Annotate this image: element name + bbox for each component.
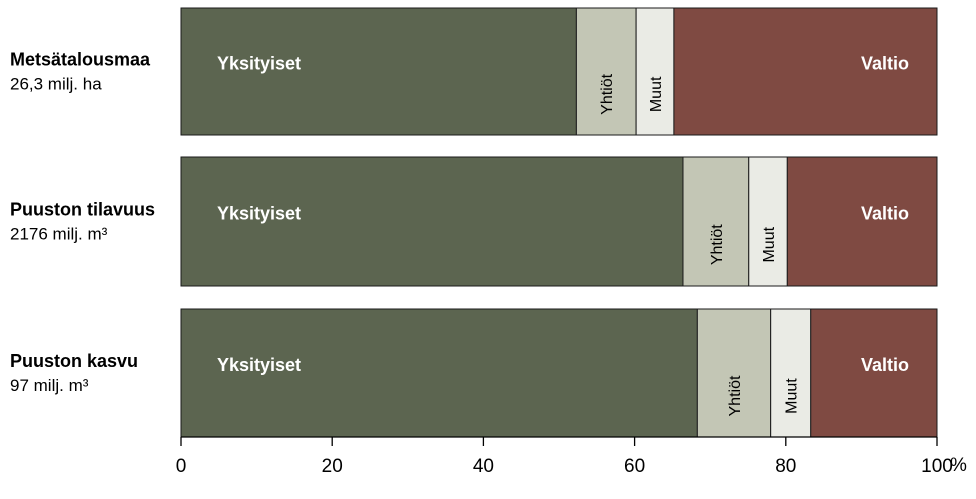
segment-label-yhtiot-puuston-tilavuus: Yhtiöt: [709, 224, 726, 265]
segment-label-muut-puuston-tilavuus: Muut: [761, 226, 778, 262]
category-labels: Metsätalousmaa 26,3 milj. ha Puuston tilav…: [10, 50, 155, 396]
segment-label-muut-puuston-kasvu: Muut: [784, 378, 801, 414]
bar-muut-puuston-tilavuus: [748, 156, 788, 287]
segment-label-yksityiset-metsatalousmaa: Yksityiset: [217, 54, 301, 74]
x-axis-unit: %: [950, 455, 967, 476]
bar-yksityiset-metsatalousmaa: [180, 7, 577, 136]
category-title-puuston-tilavuus: Puuston tilavuus: [10, 200, 155, 220]
bar-yhtiot-metsatalousmaa: [575, 7, 637, 136]
x-tick-label-60: 60: [624, 456, 645, 477]
segment-label-valtio-metsatalousmaa: Valtio: [861, 54, 909, 74]
segment-label-muut-metsatalousmaa: Muut: [648, 76, 665, 112]
category-subtitle-puuston-tilavuus: 2176 milj. m³: [10, 225, 108, 244]
segment-label-yksityiset-puuston-kasvu: Yksityiset: [217, 355, 301, 375]
segment-label-yksityiset-puuston-tilavuus: Yksityiset: [217, 204, 301, 224]
bar-valtio-puuston-kasvu: [810, 308, 938, 438]
x-axis: 0 20 40 60 80 100%: [176, 436, 967, 477]
bar-yhtiot-puuston-kasvu: [696, 308, 772, 438]
bar-yhtiot-puuston-tilavuus: [682, 156, 750, 287]
x-tick-label-40: 40: [473, 456, 494, 477]
segment-label-yhtiot-metsatalousmaa: Yhtiöt: [599, 73, 616, 114]
segment-label-valtio-puuston-kasvu: Valtio: [861, 355, 909, 375]
category-title-puuston-kasvu: Puuston kasvu: [10, 351, 138, 371]
category-title-metsatalousmaa: Metsätalousmaa: [10, 50, 151, 70]
bar-yksityiset-puuston-tilavuus: [180, 156, 684, 287]
category-subtitle-puuston-kasvu: 97 milj. m³: [10, 376, 89, 395]
segment-label-yhtiot-puuston-kasvu: Yhtiöt: [727, 375, 744, 416]
bar-muut-metsatalousmaa: [635, 7, 675, 136]
x-tick-label-80: 80: [775, 456, 796, 477]
x-tick-label-100: 100: [921, 456, 953, 477]
bar-valtio-puuston-tilavuus: [786, 156, 938, 287]
bar-valtio-metsatalousmaa: [673, 7, 938, 136]
bars: Yksityiset Yhtiöt Muut Valtio Yksityiset Yhti…: [180, 7, 938, 438]
bar-muut-puuston-kasvu: [770, 308, 812, 438]
bar-yksityiset-puuston-kasvu: [180, 308, 698, 438]
segment-label-valtio-puuston-tilavuus: Valtio: [861, 204, 909, 224]
x-tick-label-0: 0: [176, 456, 187, 477]
x-tick-label-20: 20: [322, 456, 343, 477]
category-subtitle-metsatalousmaa: 26,3 milj. ha: [10, 75, 102, 94]
